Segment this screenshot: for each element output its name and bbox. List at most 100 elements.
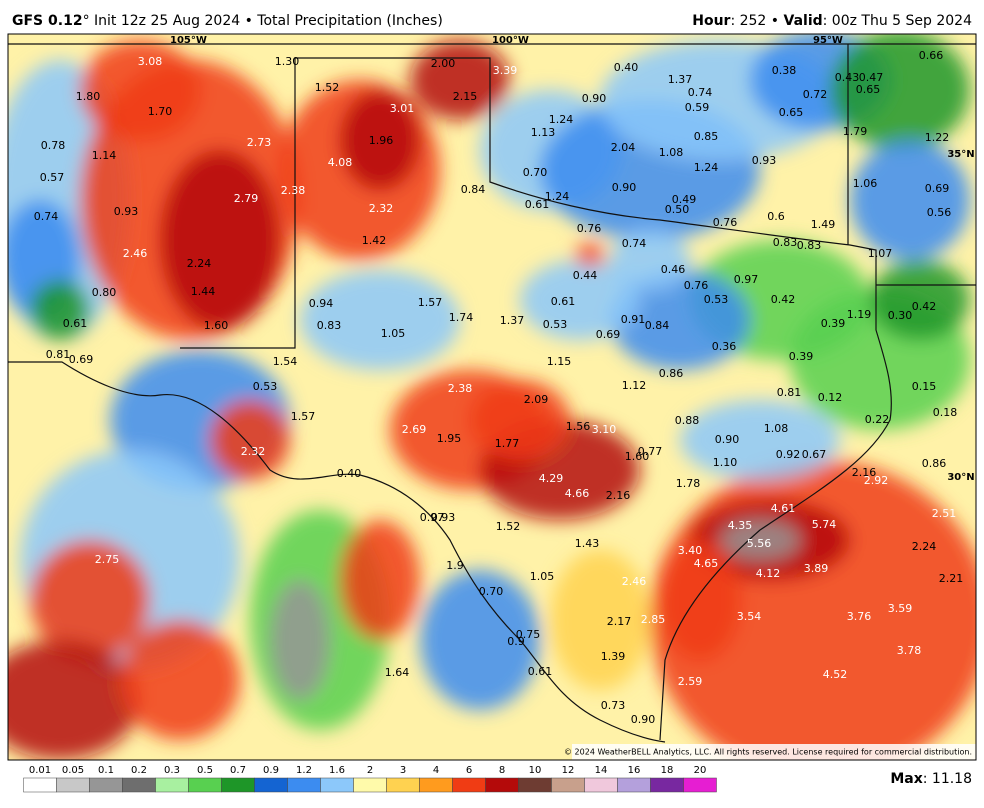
map-value-label: 1.52 <box>315 81 340 94</box>
map-value-label: 0.47 <box>859 71 884 84</box>
map-value-label: 0.40 <box>337 467 362 480</box>
map-value-label: 1.10 <box>713 456 738 469</box>
map-value-label: 3.76 <box>847 610 872 623</box>
colorbar-cell <box>188 777 222 793</box>
map-value-label: 2.51 <box>932 507 957 520</box>
colorbar-label: 0.7 <box>230 765 246 776</box>
valid: : 00z Thu 5 Sep 2024 <box>823 13 972 29</box>
map-value-label: 4.29 <box>539 472 564 485</box>
map-value-label: 3.54 <box>737 610 762 623</box>
precip-blob <box>120 620 240 740</box>
lat-label: 35°N <box>947 149 974 160</box>
map-value-label: 1.24 <box>694 161 719 174</box>
map-value-label: 2.24 <box>187 257 212 270</box>
precip-blob <box>8 640 140 760</box>
colorbar-label: 3 <box>400 765 406 776</box>
map-value-label: 2.32 <box>241 445 266 458</box>
map-value-label: 1.37 <box>668 73 693 86</box>
map-value-label: 0.9 <box>507 635 525 648</box>
colorbar-cell <box>221 777 255 793</box>
colorbar-cell <box>122 777 156 793</box>
map-value-label: 0.83 <box>797 239 822 252</box>
precip-blob <box>610 270 750 370</box>
precip-blob <box>520 260 640 340</box>
map-value-label: 2.16 <box>606 489 631 502</box>
map-value-label: 0.53 <box>704 293 729 306</box>
precip-blob <box>30 280 90 340</box>
map-value-label: 3.08 <box>138 55 163 68</box>
map-value-label: 2.17 <box>607 615 632 628</box>
map-value-label: 1.08 <box>659 146 684 159</box>
hour: : 252 • <box>730 13 783 29</box>
map-value-label: 2.73 <box>247 136 272 149</box>
hour-label: Hour <box>692 13 730 29</box>
map-value-label: 1.80 <box>76 90 101 103</box>
map-value-label: 0.42 <box>771 293 796 306</box>
map-value-label: 0.90 <box>582 92 607 105</box>
precip-blob <box>160 150 280 330</box>
map-value-label: 0.39 <box>821 317 846 330</box>
map-value-label: 0.67 <box>802 448 827 461</box>
precip-blob <box>300 270 460 370</box>
colorbar-label: 18 <box>661 765 674 776</box>
map-value-label: 0.6 <box>767 210 785 223</box>
map-value-label: 0.86 <box>659 367 684 380</box>
map-value-label: 0.74 <box>34 210 59 223</box>
colorbar-label: 1.6 <box>329 765 345 776</box>
map-value-label: 1.74 <box>449 311 474 324</box>
map-value-label: 2.46 <box>622 575 647 588</box>
map-value-label: 1.06 <box>853 177 878 190</box>
lon-label: 105°W <box>170 35 207 46</box>
copyright-bg <box>572 744 976 760</box>
colorbar-cell <box>155 777 189 793</box>
map-value-label: 4.12 <box>756 567 781 580</box>
precip-blob <box>680 400 840 480</box>
map-value-label: 1.07 <box>868 247 893 260</box>
precip-blob <box>340 90 420 190</box>
map-value-label: 2.46 <box>123 247 148 260</box>
map-value-label: 1.95 <box>437 432 462 445</box>
map-value-label: 0.97 <box>734 273 759 286</box>
map-value-label: 1.78 <box>676 477 701 490</box>
map-value-label: 2.79 <box>234 192 259 205</box>
map-value-label: 0.56 <box>927 206 952 219</box>
precip-blob <box>850 140 970 260</box>
map-value-label: 1.42 <box>362 234 387 247</box>
max: Max: 11.18 <box>890 771 972 787</box>
colorbar-label: 0.1 <box>98 765 114 776</box>
map-value-label: 2.85 <box>641 613 666 626</box>
precip-blob <box>870 260 970 340</box>
colorbar-cell <box>551 777 585 793</box>
map-value-label: 0.18 <box>933 406 958 419</box>
colorbar-cell <box>650 777 684 793</box>
map-value-label: 0.72 <box>803 88 828 101</box>
precip-blob <box>610 230 690 290</box>
colorbar: 0.01 0.05 0.1 0.2 0.3 0.5 0.7 0.9 1.2 1.6 2 3 4 6 8 10 1… <box>23 765 717 793</box>
map-value-label: 0.46 <box>661 263 686 276</box>
map-value-label: 2.09 <box>524 393 549 406</box>
map-value-label: 3.01 <box>390 102 415 115</box>
map-value-label: 0.65 <box>856 83 881 96</box>
map-value-label: 3.39 <box>493 64 518 77</box>
colorbar-cell <box>485 777 519 793</box>
map-value-label: 1.56 <box>566 420 591 433</box>
colorbar-label: 0.9 <box>263 765 279 776</box>
map-value-label: 0.39 <box>789 350 814 363</box>
precip-blob <box>210 400 290 480</box>
map-value-label: 1.43 <box>575 537 600 550</box>
map-value-label: 0.38 <box>772 64 797 77</box>
map-value-label: 1.24 <box>549 113 574 126</box>
map-value-label: 1.12 <box>622 379 647 392</box>
map-value-label: 4.35 <box>728 519 753 532</box>
colorbar-cell <box>353 777 387 793</box>
map-value-label: 0.84 <box>461 183 486 196</box>
map-value-label: 2.75 <box>95 553 120 566</box>
map-frame <box>7 33 977 761</box>
map-value-label: 0.22 <box>865 413 890 426</box>
colorbar-label: 16 <box>628 765 641 776</box>
colorbar-label: 1.2 <box>296 765 312 776</box>
map-value-label: 2.15 <box>453 90 478 103</box>
colorbar-cell <box>320 777 354 793</box>
map-value-label: 4.08 <box>328 156 353 169</box>
precip-field <box>8 34 976 760</box>
